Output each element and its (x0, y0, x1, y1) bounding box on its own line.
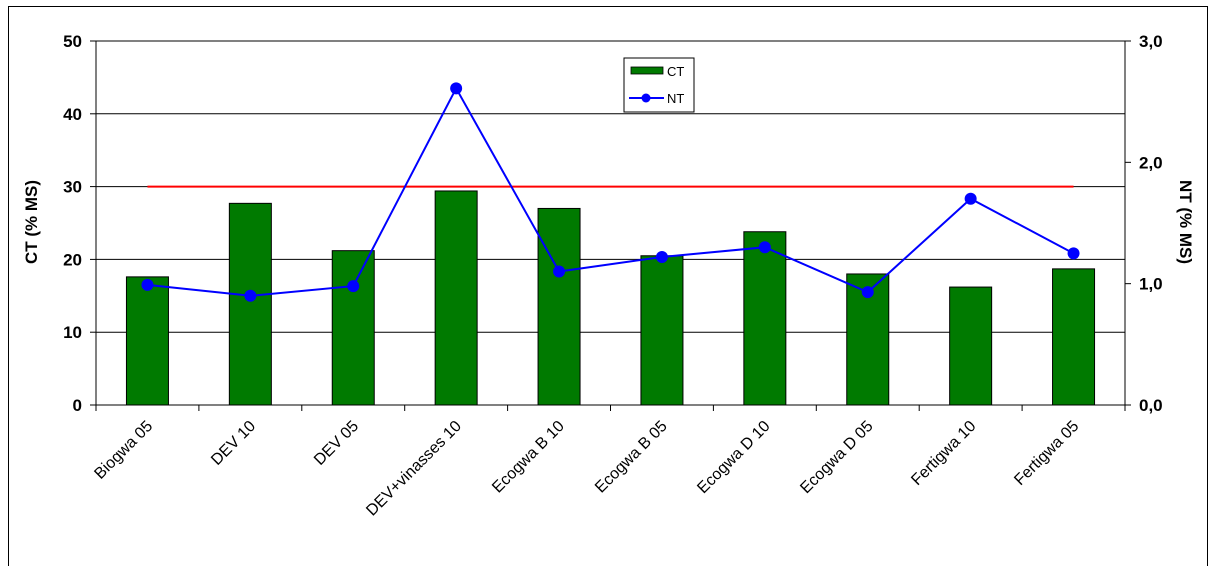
ct-bar (640, 255, 684, 406)
nt-point (347, 280, 360, 293)
ct-bar (434, 190, 478, 406)
y-tick-label-left: 50 (63, 32, 82, 51)
y-tick-label-left: 0 (73, 396, 82, 415)
y-tick-label-right: 2,0 (1139, 153, 1163, 172)
nt-point (450, 82, 463, 95)
legend-ct-swatch (630, 66, 664, 75)
nt-line-group (141, 82, 1080, 302)
nt-point (553, 265, 566, 278)
nt-point (758, 241, 771, 254)
y-axis-title-right: NT (% MS) (1176, 180, 1195, 264)
y-tick-label-right: 1,0 (1139, 275, 1163, 294)
legend-nt-label: NT (667, 91, 684, 106)
legend: CT NT (623, 57, 695, 113)
category-label: Ecogwa B 05 (592, 418, 671, 497)
nt-point (655, 250, 668, 263)
ct-bar (1052, 268, 1096, 406)
chart-frame (8, 6, 1208, 566)
ct-bar (949, 286, 993, 406)
tick-labels: 0 10 20 30 40 50 0,0 1,0 2,0 3,0 (63, 32, 1163, 415)
ct-bar (331, 250, 375, 406)
nt-point (244, 289, 257, 302)
ct-bar (125, 276, 169, 406)
y-tick-label-left: 20 (63, 250, 82, 269)
category-label: DEV 05 (311, 418, 362, 469)
ct-bar (537, 207, 581, 406)
ct-bars (125, 190, 1096, 406)
category-label: Fertigwa 10 (908, 418, 979, 489)
category-labels: Biogwa 05 DEV 10 DEV 05 DEV+vinasses 10 Ecog… (91, 418, 1082, 520)
nt-point (141, 278, 154, 291)
y-tick-label-right: 0,0 (1139, 396, 1163, 415)
category-label: Ecogwa D 05 (797, 418, 876, 497)
y-axis-title-left: CT (% MS) (22, 180, 41, 264)
ct-bar (743, 231, 787, 406)
nt-line (147, 86, 1075, 297)
y-tick-label-left: 10 (63, 323, 82, 342)
nt-point (964, 192, 977, 205)
category-label: Ecogwa D 10 (694, 418, 773, 497)
legend-ct-label: CT (667, 64, 684, 79)
category-label: Biogwa 05 (91, 418, 156, 483)
category-label: Fertigwa 05 (1011, 418, 1082, 489)
nt-point (1067, 247, 1080, 260)
legend-nt-marker (641, 93, 651, 103)
y-tick-label-right: 3,0 (1139, 32, 1163, 51)
category-label: DEV 10 (208, 418, 259, 469)
category-label: Ecogwa B 10 (489, 418, 568, 497)
y-tick-label-left: 30 (63, 178, 82, 197)
y-tick-label-left: 40 (63, 105, 82, 124)
axes (90, 40, 1131, 411)
nt-point (861, 286, 874, 299)
ct-bar (228, 202, 272, 406)
category-label: DEV+vinasses 10 (363, 418, 465, 520)
